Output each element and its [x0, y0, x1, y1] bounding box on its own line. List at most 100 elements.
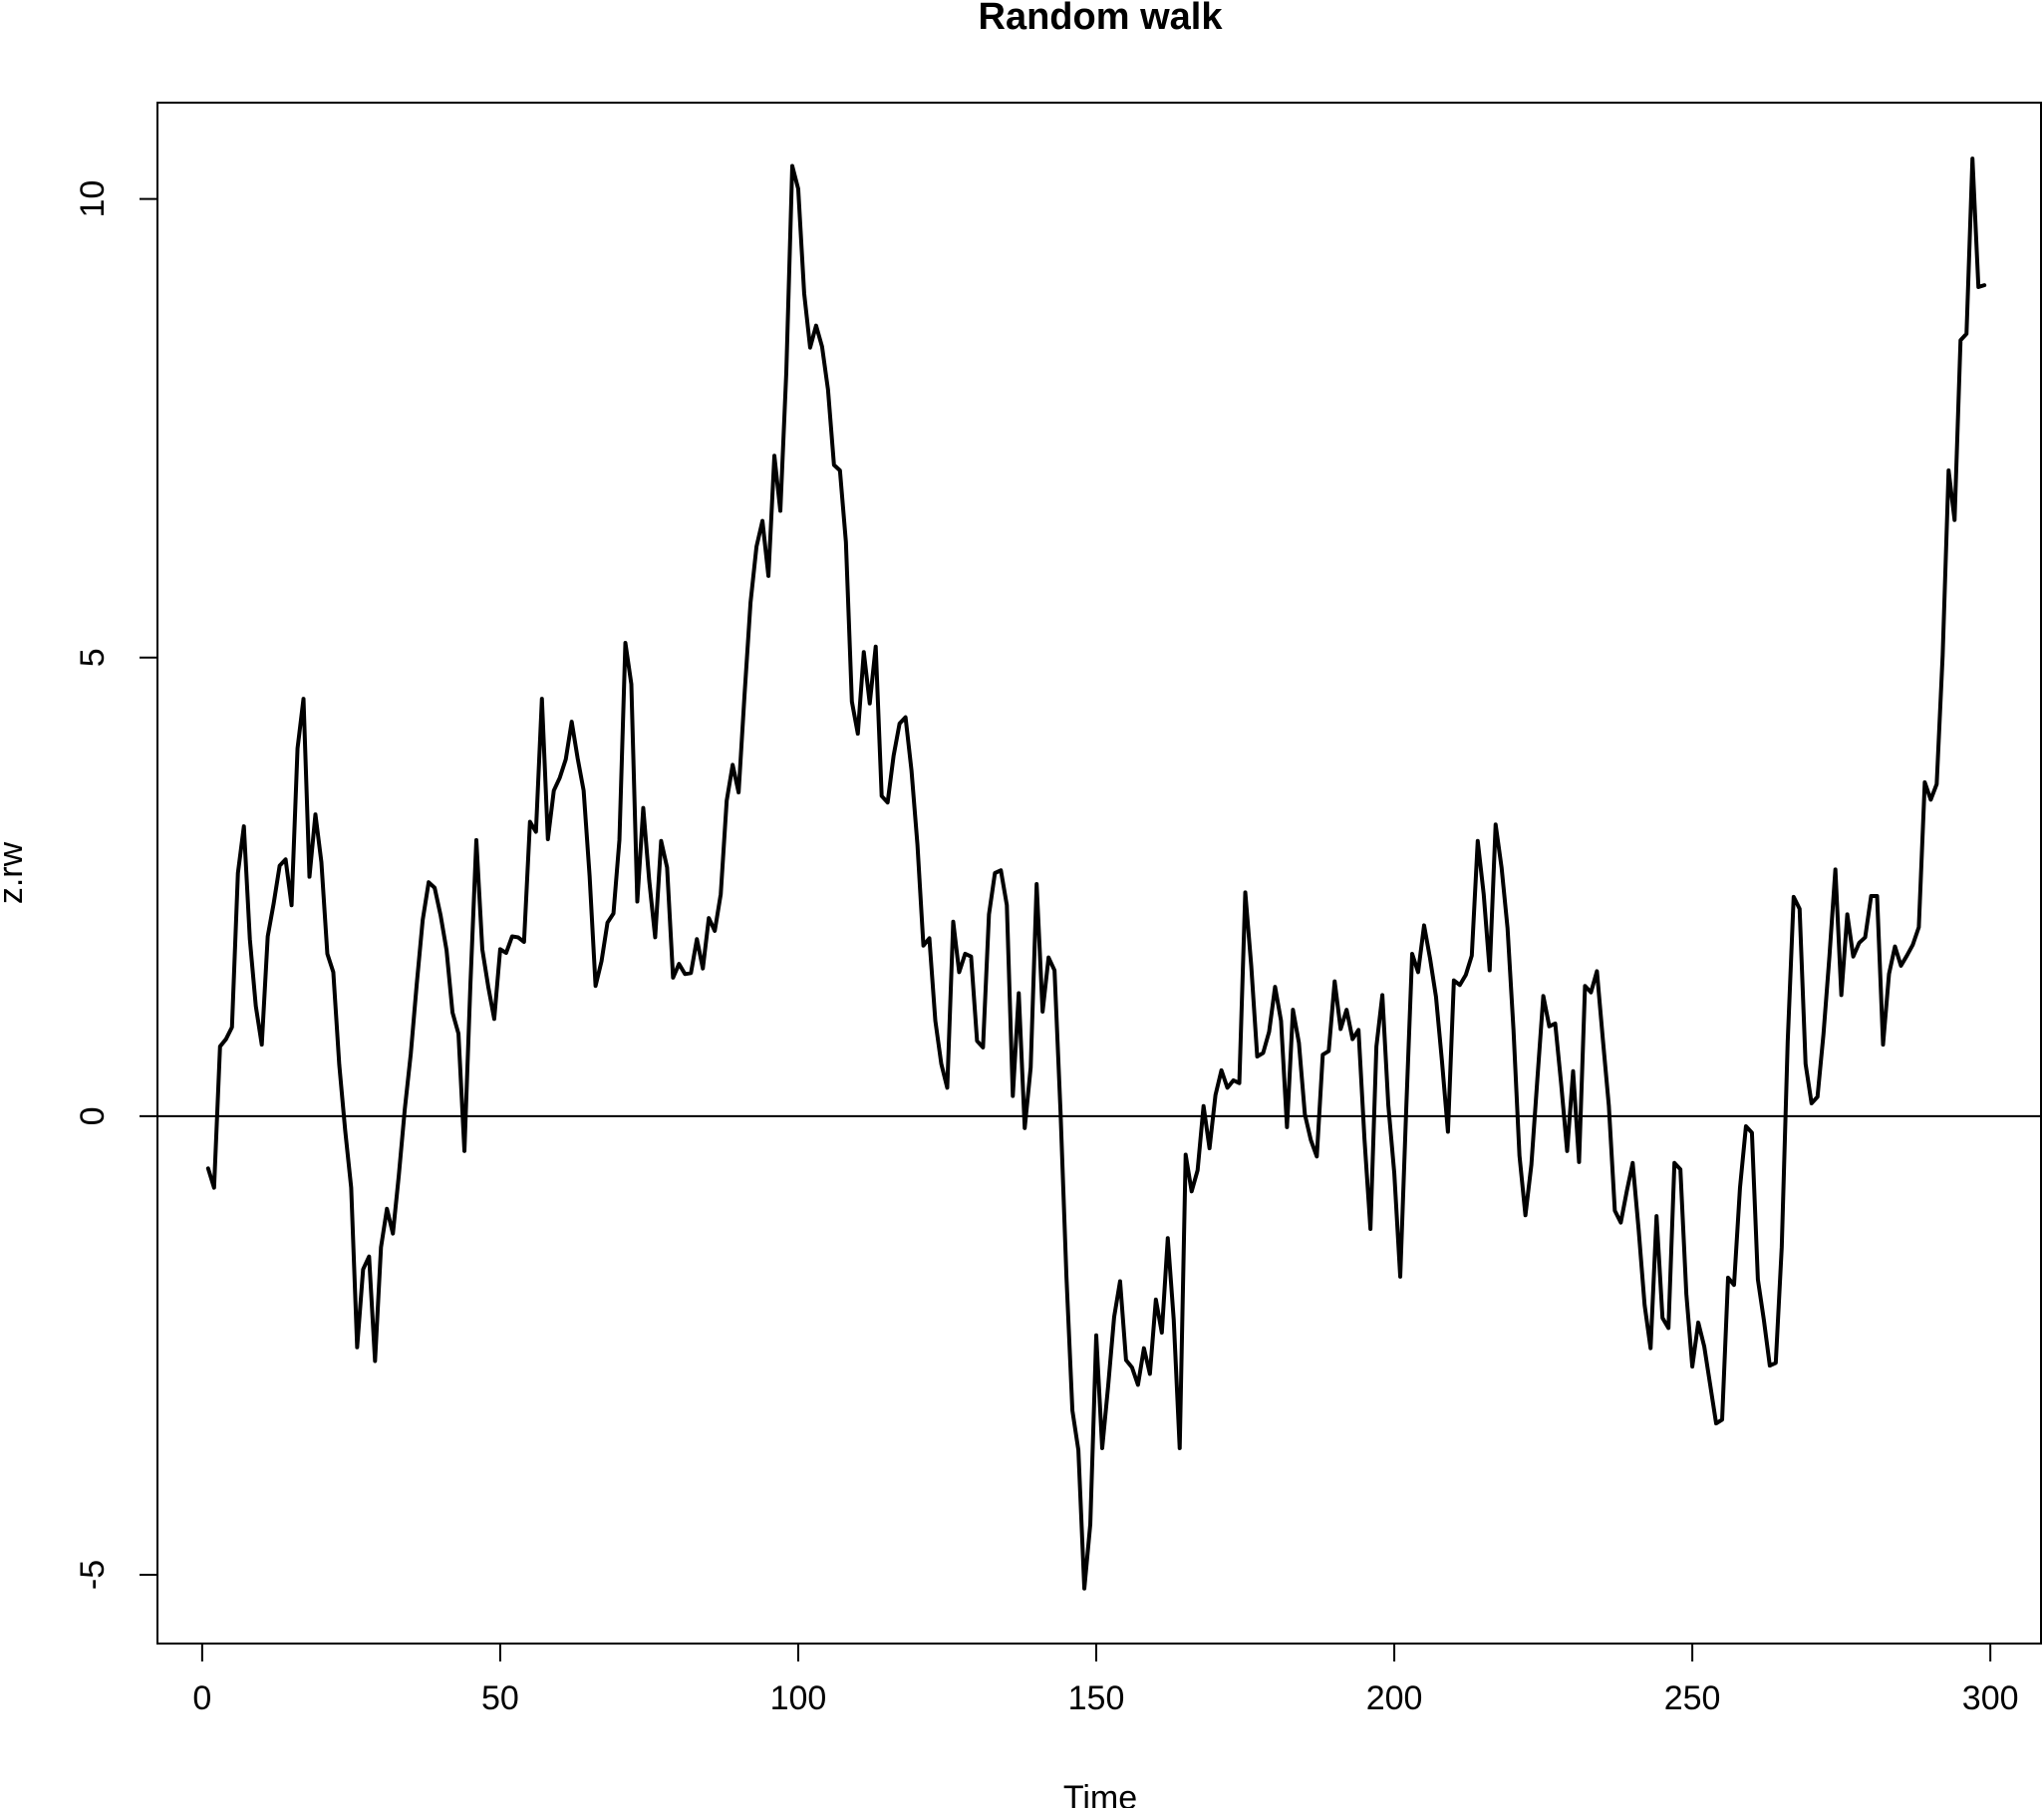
data-point [778, 509, 782, 512]
data-point [1136, 1383, 1140, 1386]
data-point [456, 1032, 460, 1036]
data-point [314, 812, 317, 816]
data-point [1321, 1054, 1324, 1056]
data-point [272, 902, 275, 905]
x-tick-label: 300 [1962, 1679, 2019, 1717]
data-point [994, 871, 997, 875]
data-point [844, 540, 848, 543]
data-point [1374, 1045, 1378, 1049]
data-point [1076, 1448, 1080, 1452]
data-point [1899, 964, 1902, 968]
data-point [588, 874, 591, 877]
data-point [1202, 1104, 1205, 1107]
data-point [1046, 956, 1050, 959]
data-point [1590, 991, 1593, 994]
data-point [730, 763, 734, 766]
data-point [1232, 1078, 1235, 1082]
data-point [1888, 973, 1891, 976]
data-point [242, 824, 245, 828]
data-point [1006, 904, 1009, 907]
y-tick-label: 5 [74, 648, 112, 667]
data-point [1452, 979, 1456, 982]
data-point [1356, 1029, 1360, 1032]
data-point [278, 864, 281, 867]
data-point [600, 960, 603, 963]
data-point [326, 952, 329, 956]
data-point [1762, 1318, 1766, 1322]
data-point [642, 806, 645, 809]
data-point [684, 973, 687, 976]
data-point [510, 935, 514, 938]
data-point [1852, 955, 1855, 958]
data-point [260, 1043, 263, 1047]
data-point [474, 838, 478, 842]
data-point [1023, 1126, 1026, 1130]
data-point [1768, 1363, 1772, 1367]
data-point [1124, 1358, 1128, 1361]
x-tick-label: 50 [481, 1679, 519, 1717]
data-point [462, 1149, 466, 1153]
data-point [1268, 1031, 1271, 1034]
data-point [814, 324, 818, 327]
data-point [1905, 954, 1908, 958]
data-point [976, 1040, 979, 1043]
data-point [1864, 936, 1867, 939]
data-point [1238, 1081, 1241, 1084]
data-point [1750, 1131, 1754, 1134]
data-point [284, 858, 287, 861]
data-point [1613, 1209, 1616, 1212]
data-point [1858, 941, 1861, 945]
data-point [742, 693, 746, 696]
data-point [1870, 894, 1873, 898]
data-point [320, 860, 323, 864]
data-point [1040, 1010, 1044, 1014]
data-point [970, 955, 973, 958]
data-point [940, 1062, 943, 1065]
data-point [892, 754, 895, 757]
data-point [1214, 1093, 1217, 1096]
data-point [534, 830, 537, 833]
data-point [1440, 1059, 1444, 1062]
data-point [1286, 1125, 1289, 1129]
data-point [1596, 970, 1599, 973]
data-point [654, 936, 657, 939]
data-point [748, 601, 752, 604]
data-point [427, 881, 431, 884]
data-point [1172, 1318, 1175, 1322]
x-tick-label: 100 [770, 1679, 827, 1717]
data-point [1339, 1028, 1342, 1031]
data-point [1798, 907, 1801, 911]
data-point [946, 1086, 949, 1089]
data-point [796, 187, 800, 190]
data-point [1184, 1153, 1187, 1156]
data-point [1482, 892, 1485, 896]
series-points [206, 156, 1986, 1590]
data-point [886, 800, 889, 804]
data-point [1118, 1280, 1122, 1283]
data-point [1834, 868, 1837, 871]
data-point [516, 936, 520, 939]
data-point [558, 776, 561, 779]
data-point [1672, 1161, 1676, 1165]
data-point [1148, 1372, 1152, 1375]
data-point [1130, 1365, 1134, 1369]
data-point [1250, 964, 1253, 968]
x-tick-label: 200 [1366, 1679, 1423, 1717]
data-point [1518, 1154, 1521, 1157]
data-point [1554, 1022, 1557, 1026]
x-axis: 0 50 100 150 200 250 300 [192, 1643, 2019, 1717]
data-point [236, 871, 239, 875]
data-point [624, 641, 627, 645]
data-point [212, 1186, 216, 1189]
data-point [760, 519, 764, 522]
data-point [1637, 1228, 1640, 1232]
data-point [1720, 1418, 1724, 1421]
data-point [1982, 283, 1986, 287]
data-point [332, 971, 335, 974]
data-point [1876, 894, 1879, 898]
data-point [1941, 654, 1944, 658]
data-point [1690, 1364, 1694, 1368]
data-point [808, 346, 812, 349]
data-point [1780, 1246, 1784, 1249]
